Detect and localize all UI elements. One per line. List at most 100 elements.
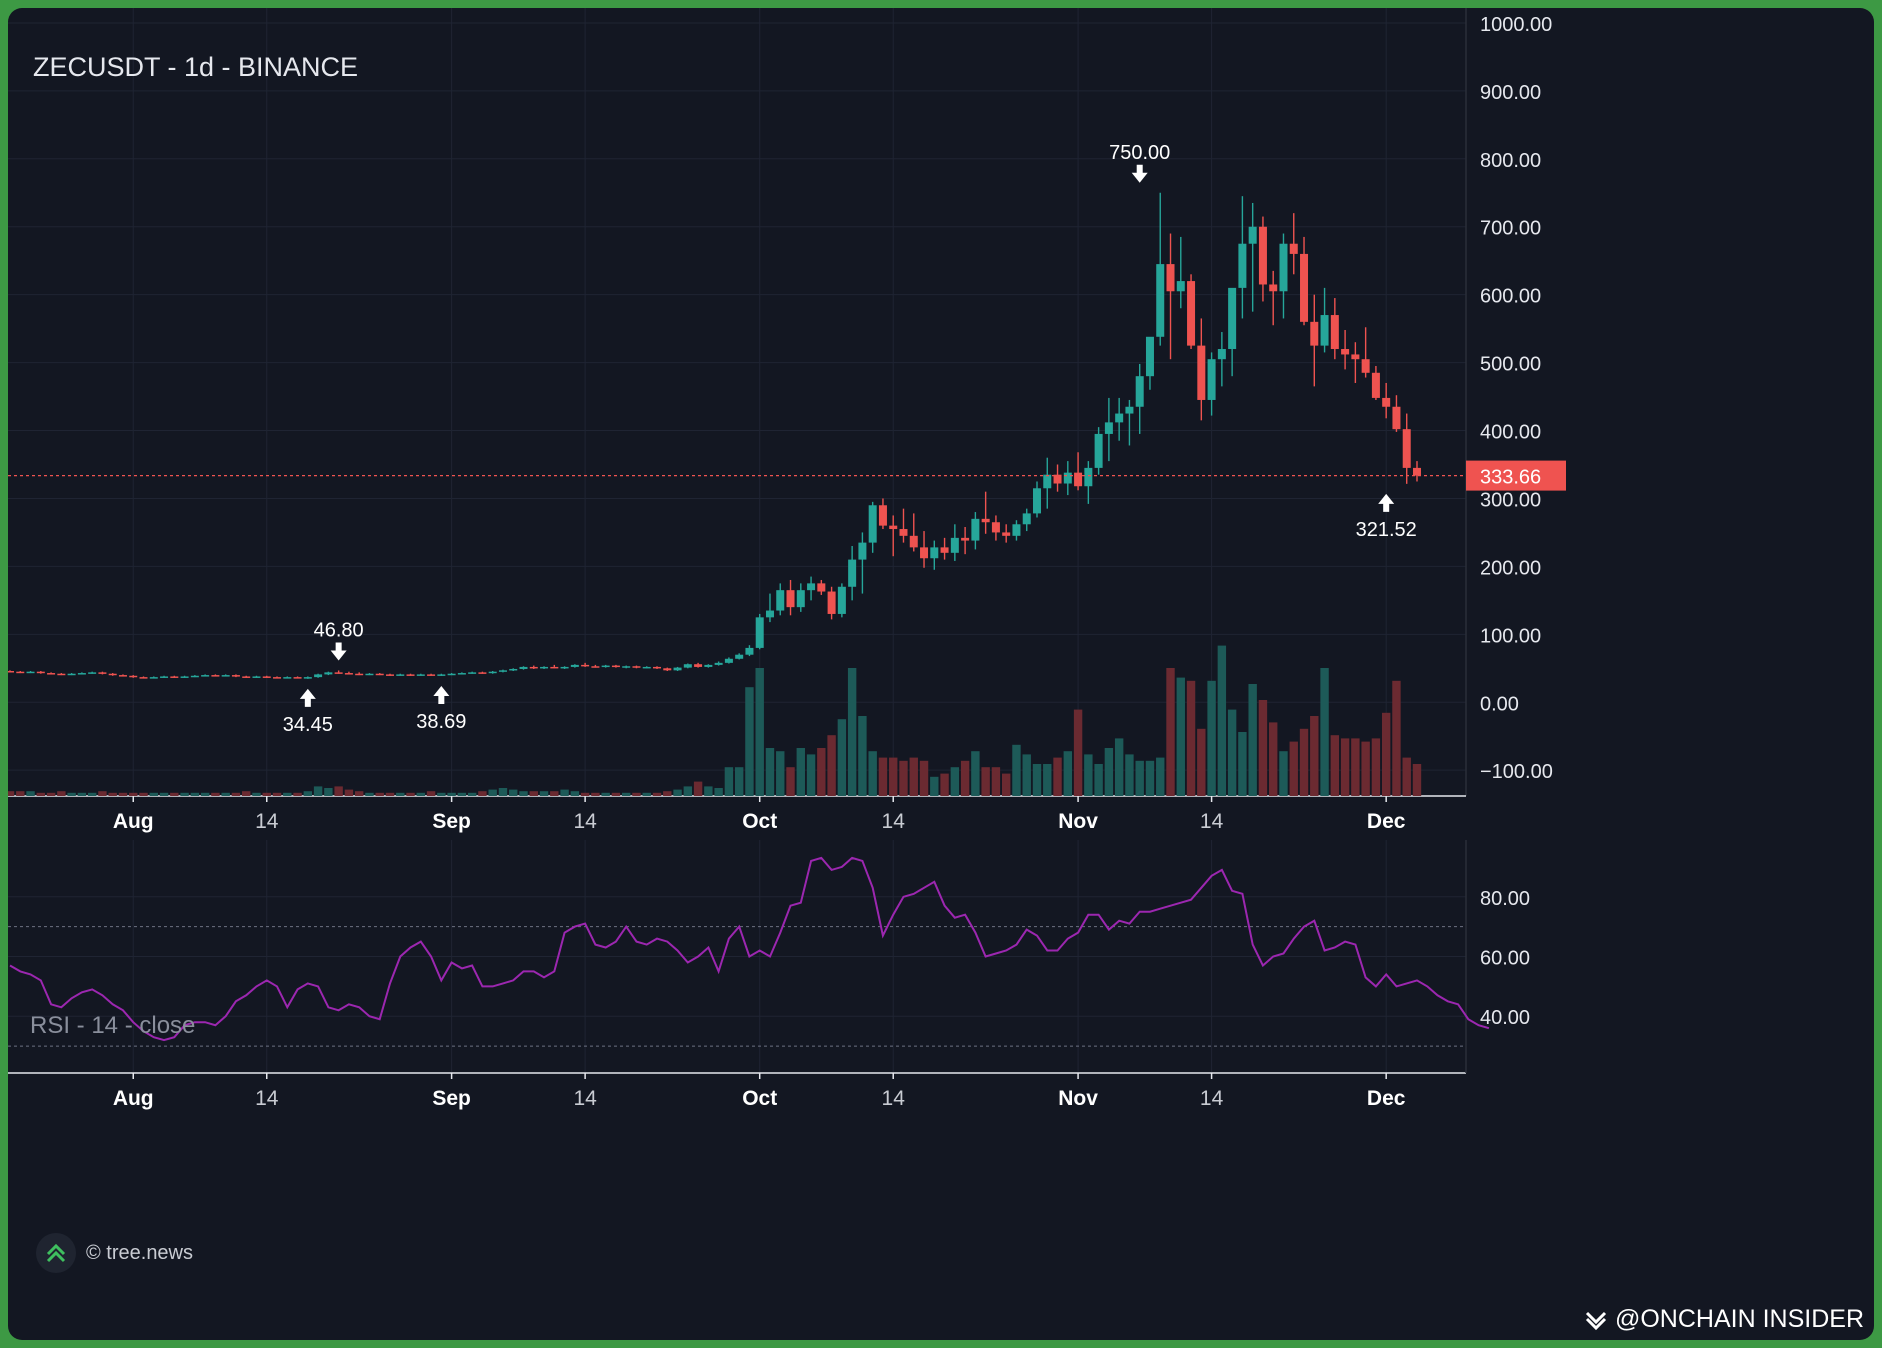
candle-body <box>1341 349 1350 355</box>
volume-bar <box>940 773 949 796</box>
volume-bar <box>899 760 908 796</box>
volume-bar <box>734 767 744 796</box>
volume-bar <box>570 791 580 796</box>
time-tick-label: 14 <box>255 810 279 833</box>
volume-bar <box>108 792 117 796</box>
volume-bar <box>868 751 877 796</box>
rsi-line <box>9 856 1490 1042</box>
high-label: 46.80 <box>314 619 364 641</box>
volume-bar <box>745 687 754 796</box>
volume-bar <box>1238 732 1247 796</box>
candle-body <box>991 522 1000 533</box>
candle-body <box>1074 472 1083 487</box>
candle-body <box>570 664 579 667</box>
volume-bar <box>1207 680 1216 796</box>
volume-bar <box>118 792 128 796</box>
volume-bar <box>1145 760 1155 796</box>
volume-bar <box>1361 741 1370 796</box>
chart-frame: 1000.00 900.00 800.00 700.00 600.00 500.00 400… <box>8 8 1874 1340</box>
volume-bar <box>704 786 713 796</box>
volume-bar <box>1269 722 1278 796</box>
volume-bar <box>159 792 169 796</box>
candle-body <box>478 672 487 674</box>
candle-body <box>724 658 733 663</box>
candle-body <box>581 664 590 667</box>
chart-canvas[interactable]: 1000.00 900.00 800.00 700.00 600.00 500.00 400… <box>8 8 1874 1340</box>
volume-bar <box>878 757 888 796</box>
volume-bar <box>1135 760 1144 796</box>
volume-bar <box>950 767 960 796</box>
time-tick-label: Nov <box>1058 810 1098 833</box>
volume-bar <box>847 668 857 796</box>
high-label: 750.00 <box>1109 142 1170 164</box>
brand-name: @ONCHAIN INSIDER <box>1614 1305 1864 1333</box>
candle-body <box>498 670 507 672</box>
candle-body <box>26 671 35 674</box>
candle-body <box>1084 467 1093 487</box>
volume-bar <box>1279 751 1288 796</box>
candle-body <box>1392 406 1401 430</box>
volume-bar <box>652 792 662 796</box>
rsi-time-tick-label: Oct <box>742 1087 777 1110</box>
candle-body <box>1176 281 1185 292</box>
volume-bar <box>221 792 230 796</box>
candle-body <box>848 559 857 587</box>
volume-bar <box>406 792 415 796</box>
candle-body <box>190 675 199 678</box>
volume-bar <box>622 792 631 796</box>
price-tick-label: 500.00 <box>1480 354 1541 376</box>
candle-body <box>560 666 569 669</box>
current-price-badge <box>1466 460 1566 491</box>
time-tick-label: Oct <box>742 810 777 833</box>
price-tick-label: 800.00 <box>1480 150 1541 172</box>
candle-body <box>170 676 179 678</box>
tree-logo-icon <box>36 1233 76 1273</box>
volume-bar <box>909 757 918 796</box>
time-tick-label: 14 <box>882 810 906 833</box>
rsi-tick-label: 40.00 <box>1480 1007 1530 1029</box>
volume-bar <box>683 786 693 796</box>
volume-bar <box>1351 738 1360 796</box>
brand-watermark: @ONCHAIN INSIDER <box>1583 1305 1864 1334</box>
candle-body <box>1063 472 1072 484</box>
candle-body <box>601 665 610 668</box>
volume-bar <box>642 792 651 796</box>
volume-bar <box>1073 709 1083 796</box>
time-tick-label: 14 <box>573 810 597 833</box>
volume-bar <box>447 792 456 796</box>
chart-title: ZECUSDT - 1d - BINANCE <box>33 52 359 82</box>
volume-bar <box>252 792 261 796</box>
candle-body <box>252 676 261 678</box>
volume-bar <box>1186 680 1196 796</box>
candle-body <box>1382 397 1391 407</box>
candle-body <box>981 518 990 523</box>
rsi-time-tick-label: Nov <box>1058 1087 1098 1110</box>
rsi-time-tick-label: 14 <box>1200 1087 1224 1110</box>
candle-body <box>591 666 600 668</box>
volume-bar <box>272 792 282 796</box>
low-arrow-icon <box>433 685 450 704</box>
volume-bar <box>46 792 56 796</box>
price-tick-label: 1000.00 <box>1480 14 1552 36</box>
volume-bar <box>242 791 251 796</box>
candle-body <box>807 583 816 591</box>
candle-body <box>755 617 764 648</box>
volume-bar <box>560 789 569 796</box>
candle-body <box>1248 226 1257 244</box>
candle-body <box>1402 429 1411 468</box>
volume-bar <box>344 789 354 796</box>
volume-bar <box>334 786 343 796</box>
volume-bar <box>87 792 97 796</box>
volume-bar <box>601 792 610 796</box>
volume-bar <box>396 792 405 796</box>
volume-bar <box>283 792 292 796</box>
volume-bar <box>77 792 87 796</box>
candle-body <box>540 666 549 669</box>
candle-body <box>242 676 251 678</box>
volume-bar <box>36 792 46 796</box>
candle-body <box>1330 315 1339 350</box>
rsi-time-tick-label: Dec <box>1367 1087 1406 1110</box>
low-arrow-icon <box>299 688 316 707</box>
volume-bar <box>416 792 425 796</box>
candle-body <box>283 677 292 679</box>
